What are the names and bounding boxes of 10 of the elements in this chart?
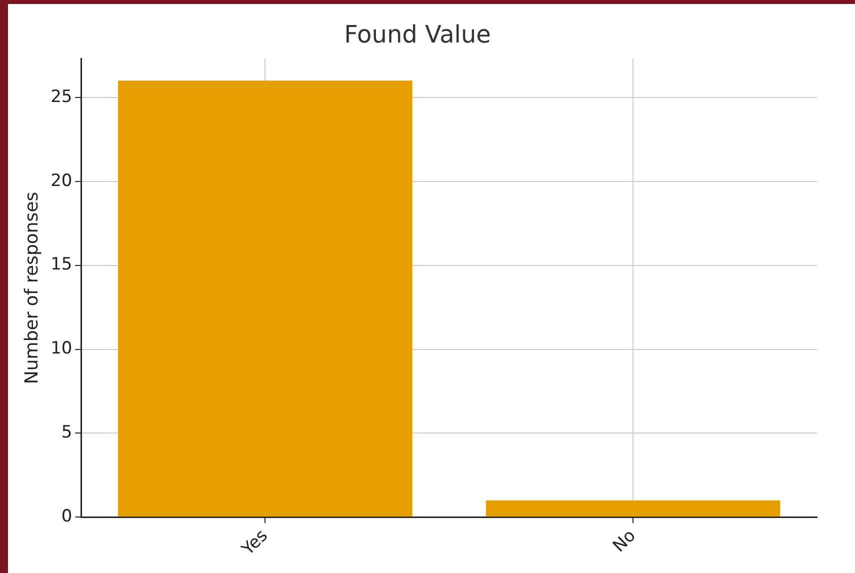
y-tick-label: 15: [50, 254, 72, 275]
x-tick-label: Yes: [238, 526, 272, 560]
y-tick-label: 20: [50, 170, 72, 191]
x-tick-label: No: [609, 526, 640, 556]
chart-title: Found Value: [344, 20, 491, 49]
y-axis-title: Number of responses: [21, 192, 42, 384]
y-tick-label: 25: [50, 86, 72, 107]
y-tick-label: 5: [61, 422, 72, 443]
y-tick-label: 10: [50, 338, 72, 359]
y-tick-label: 0: [61, 506, 72, 527]
